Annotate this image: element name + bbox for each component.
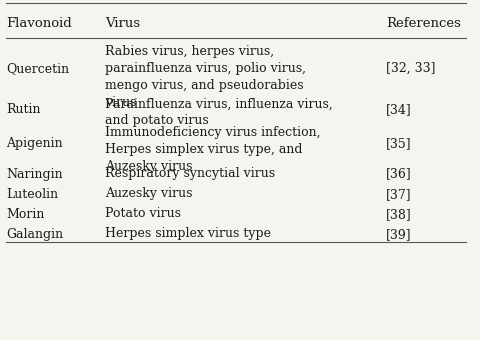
Text: Parainfluenza virus, influenza virus,
and potato virus: Parainfluenza virus, influenza virus, an… [105, 98, 332, 128]
Text: [34]: [34] [386, 103, 412, 116]
Text: Morin: Morin [6, 208, 45, 221]
Text: Luteolin: Luteolin [6, 188, 58, 201]
Text: References: References [386, 17, 461, 30]
Text: Rutin: Rutin [6, 103, 41, 116]
Text: [35]: [35] [386, 137, 412, 150]
Text: Respiratory syncytial virus: Respiratory syncytial virus [105, 167, 275, 180]
Text: [32, 33]: [32, 33] [386, 62, 436, 75]
Text: Potato virus: Potato virus [105, 207, 180, 220]
Text: Quercetin: Quercetin [6, 62, 69, 75]
Text: Rabies virus, herpes virus,
parainfluenza virus, polio virus,
mengo virus, and p: Rabies virus, herpes virus, parainfluenz… [105, 45, 306, 109]
Text: [37]: [37] [386, 188, 412, 201]
Text: Flavonoid: Flavonoid [6, 17, 72, 30]
Text: Naringin: Naringin [6, 168, 63, 181]
Text: Herpes simplex virus type: Herpes simplex virus type [105, 227, 271, 240]
Text: Apigenin: Apigenin [6, 137, 63, 150]
Text: Immunodeficiency virus infection,
Herpes simplex virus type, and
Auzesky virus: Immunodeficiency virus infection, Herpes… [105, 126, 320, 173]
Text: Galangin: Galangin [6, 228, 63, 241]
Text: [39]: [39] [386, 228, 412, 241]
Text: Virus: Virus [105, 17, 140, 30]
Text: Auzesky virus: Auzesky virus [105, 187, 192, 200]
Text: [36]: [36] [386, 168, 412, 181]
Text: [38]: [38] [386, 208, 412, 221]
